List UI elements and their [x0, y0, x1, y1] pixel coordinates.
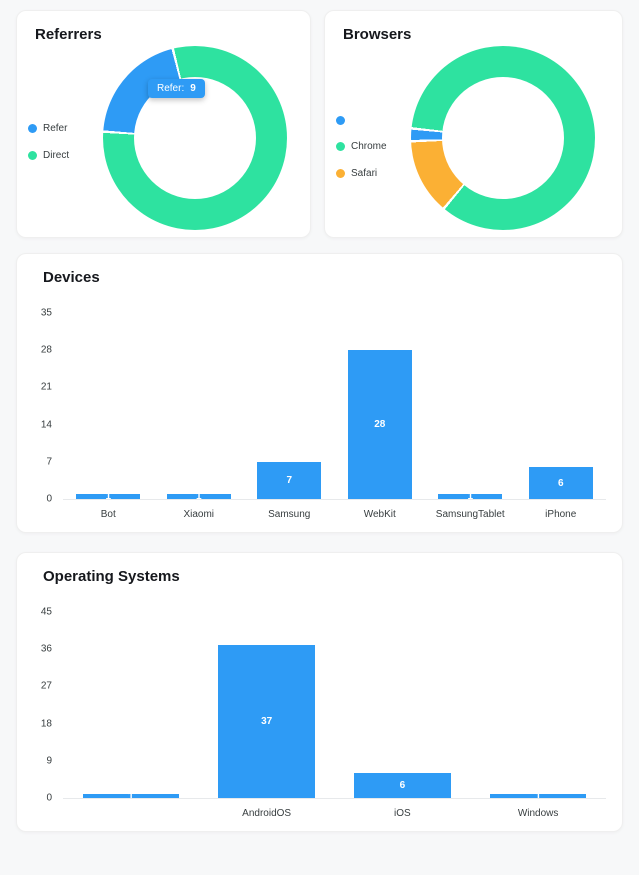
bar-slot-xiaomi: 1 — [154, 494, 245, 499]
bar-value-label: 37 — [261, 716, 273, 727]
bar-webkit[interactable]: 28 — [347, 350, 412, 499]
bar-slot-bot: 1 — [63, 494, 154, 499]
bar-slot-ios: 6 — [335, 773, 471, 798]
os-plot-area: 1 37 6 1 AndroidOS iOS Windows — [63, 612, 606, 819]
bar-value-label: 6 — [399, 780, 406, 791]
donut-hole — [442, 77, 564, 199]
tooltip-value: 9 — [190, 83, 196, 94]
os-bars: 1 37 6 1 — [63, 612, 606, 799]
browsers-title: Browsers — [343, 26, 412, 43]
bar-xiaomi[interactable]: 1 — [166, 494, 231, 499]
y-tick-label-35: 35 — [40, 307, 52, 319]
y-tick-label-7: 7 — [46, 456, 52, 468]
bar-windows[interactable]: 1 — [489, 794, 587, 798]
devices-y-axis: 0 7 14 21 28 35 — [17, 308, 63, 505]
os-y-axis: 0 9 18 27 36 45 — [17, 607, 63, 804]
y-tick-label-36: 36 — [40, 643, 52, 655]
browsers-donut-chart[interactable] — [411, 46, 595, 230]
operating-systems-chart: 0 9 18 27 36 45 1 37 6 1 AndroidOS iOS Windows — [17, 607, 622, 819]
legend-label: Direct — [43, 150, 70, 161]
referrers-legend: Refer Direct — [28, 123, 69, 161]
bar-value-label: 1 — [535, 794, 541, 798]
legend-marker-icon — [336, 142, 345, 151]
x-label-series-0 — [63, 808, 199, 819]
bar-slot-series-0: 1 — [63, 794, 199, 798]
bar-bot[interactable]: 1 — [76, 494, 141, 499]
y-tick-label-18: 18 — [40, 718, 52, 730]
bar-value-label: 1 — [196, 494, 202, 499]
bar-androidos[interactable]: 37 — [218, 645, 315, 798]
bar-slot-webkit: 28 — [335, 350, 426, 499]
legend-marker-icon — [28, 151, 37, 160]
y-tick-label-14: 14 — [40, 419, 52, 431]
devices-title: Devices — [43, 269, 100, 286]
bar-slot-samsung: 7 — [244, 462, 335, 499]
devices-x-axis: Bot Xiaomi Samsung WebKit SamsungTablet iPhon… — [63, 500, 606, 520]
legend-marker-icon — [336, 115, 345, 125]
browsers-legend: Chrome Safari — [336, 115, 387, 179]
bar-slot-windows: 1 — [470, 794, 606, 798]
bar-value-label: 1 — [105, 494, 111, 499]
bar-slot-samsungtablet: 1 — [425, 494, 516, 499]
y-tick-label-27: 27 — [40, 680, 52, 692]
legend-marker-icon — [336, 169, 345, 178]
bar-value-label: 1 — [467, 494, 473, 499]
devices-bars: 1 1 7 28 1 6 — [63, 313, 606, 500]
referrers-donut-chart[interactable] — [103, 46, 287, 230]
tooltip-label: Refer: — [157, 83, 185, 94]
os-x-axis: AndroidOS iOS Windows — [63, 799, 606, 819]
y-tick-label-0: 0 — [46, 493, 52, 505]
x-label-samsungtablet: SamsungTablet — [435, 509, 505, 520]
referrers-title: Referrers — [35, 26, 102, 43]
operating-systems-title: Operating Systems — [43, 568, 180, 585]
chart-tooltip: Refer: 9 — [148, 79, 205, 98]
referrers-card: Referrers Refer Direct Refer: 9 — [16, 10, 311, 238]
x-label-androidos: AndroidOS — [242, 808, 292, 819]
legend-item-direct[interactable]: Direct — [28, 150, 69, 161]
top-row: Referrers Refer Direct Refer: 9 Browsers C… — [16, 10, 623, 238]
bar-value-label: 6 — [557, 477, 564, 489]
bar-series-0[interactable]: 1 — [82, 794, 180, 798]
legend-item-series-0[interactable] — [336, 115, 387, 125]
devices-chart: 0 7 14 21 28 35 1 1 7 28 1 6 Bot Xiaomi Samsung WebKit S… — [17, 308, 622, 520]
x-label-xiaomi: Xiaomi — [183, 509, 215, 520]
y-tick-label-21: 21 — [40, 381, 52, 393]
legend-marker-icon — [28, 124, 37, 133]
bar-iphone[interactable]: 6 — [528, 467, 593, 499]
y-tick-label-45: 45 — [40, 606, 52, 618]
bar-value-label: 7 — [286, 475, 293, 486]
operating-systems-card: Operating Systems 091827364513761Android… — [16, 552, 623, 832]
x-label-windows: Windows — [517, 808, 559, 819]
x-label-ios: iOS — [394, 808, 411, 819]
bar-slot-iphone: 6 — [516, 467, 607, 499]
x-label-webkit: WebKit — [363, 509, 396, 520]
devices-card: Devices 0 7 14 21 28 35 1 1 7 28 1 6 Bot Xiaomi Samsun… — [16, 253, 623, 533]
legend-item-refer[interactable]: Refer — [28, 123, 69, 134]
browsers-card: Browsers Chrome Safari — [324, 10, 623, 238]
bar-value-label: 28 — [374, 419, 386, 430]
bar-samsung[interactable]: 7 — [257, 462, 322, 499]
bar-slot-androidos: 37 — [199, 645, 335, 798]
y-tick-label-9: 9 — [46, 755, 52, 767]
y-tick-label-0: 0 — [46, 792, 52, 804]
legend-item-chrome[interactable]: Chrome — [336, 141, 387, 152]
legend-label: Chrome — [351, 141, 387, 152]
bar-ios[interactable]: 6 — [354, 773, 451, 798]
x-label-bot: Bot — [100, 509, 116, 520]
legend-item-safari[interactable]: Safari — [336, 168, 387, 179]
devices-plot-area: 1 1 7 28 1 6 Bot Xiaomi Samsung WebKit SamsungTabl… — [63, 313, 606, 520]
legend-label: Safari — [351, 168, 378, 179]
y-tick-label-28: 28 — [40, 344, 52, 356]
bar-samsungtablet[interactable]: 1 — [438, 494, 503, 499]
legend-label: Refer — [43, 123, 68, 134]
x-label-samsung: Samsung — [268, 509, 311, 520]
x-label-iphone: iPhone — [545, 509, 577, 520]
bar-value-label: 1 — [128, 794, 134, 798]
